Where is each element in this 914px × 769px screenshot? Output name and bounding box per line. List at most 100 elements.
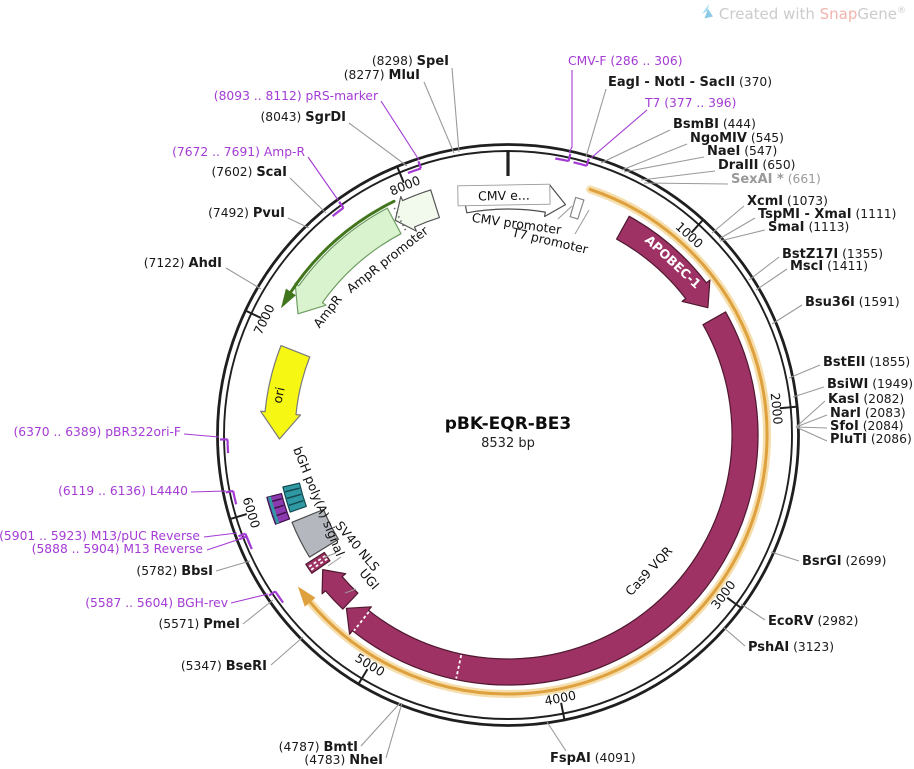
backbone-outer-circle xyxy=(216,143,800,727)
primer-mark-tick xyxy=(225,489,234,494)
cas9-label: Cas9 VQR xyxy=(622,543,675,599)
leader-L4440 xyxy=(190,490,227,493)
site-label-KasI: KasI (2082) xyxy=(828,392,904,407)
site-label-T7: T7 (377 .. 396) xyxy=(644,96,736,110)
tick-mark-3000 xyxy=(726,596,742,609)
leader-pBR322ori-F xyxy=(183,433,220,438)
leader-MluI xyxy=(423,81,455,154)
orf-arc xyxy=(306,187,769,696)
leader-nls-label xyxy=(327,556,342,567)
site-label-BGH-rev: (5587 .. 5604) BGH-rev xyxy=(85,596,228,610)
cmv-e-label: CMV e... xyxy=(478,188,530,204)
site-label-M13 Reverse: (5888 .. 5904) M13 Reverse xyxy=(32,542,203,556)
feature-segment-divider xyxy=(455,654,463,679)
primer-mark-tick xyxy=(567,153,572,162)
site-label-L4440: (6119 .. 6136) L4440 xyxy=(58,484,188,498)
leader-PshAI xyxy=(722,626,746,647)
leader-Bsu36I xyxy=(771,304,803,325)
feature-segment-divider xyxy=(310,557,328,571)
site-label-NaeI: NaeI (547) xyxy=(707,144,777,159)
leader-PmeI xyxy=(242,599,274,625)
tick-mark-7000 xyxy=(245,310,262,320)
leader-DraIII xyxy=(640,170,716,181)
primer-mark-tick xyxy=(417,160,422,169)
site-label-Bsu36I: Bsu36I (1591) xyxy=(805,295,900,310)
site-label-EagI - NotI - SacII: EagI - NotI - SacII (370) xyxy=(608,75,772,90)
primer-mark-tick xyxy=(585,158,590,167)
leader-TspMI - XmaI xyxy=(718,217,756,240)
site-label-SfoI: SfoI (2084) xyxy=(830,419,904,434)
leader-Amp-R xyxy=(307,156,339,201)
site-label-BmtI: (4787) BmtI xyxy=(279,740,358,755)
site-label-PshAI: PshAI (3123) xyxy=(748,640,834,655)
ori-label: ori xyxy=(270,386,288,405)
ampr-orf-line xyxy=(288,199,396,295)
leader-pRS-marker xyxy=(380,100,420,161)
tick-label-6000: 6000 xyxy=(240,495,264,530)
primer-mark-tick xyxy=(268,590,276,597)
site-label-BseRI: (5347) BseRI xyxy=(181,659,267,674)
site-label-MscI: MscI (1411) xyxy=(790,259,868,274)
tick-mark-8000 xyxy=(396,167,405,184)
primer-mark xyxy=(244,533,252,547)
site-label-NheI: (4783) NheI xyxy=(304,753,383,768)
leader-BbsI xyxy=(215,560,251,572)
site-label-BstZ17I: BstZ17I (1355) xyxy=(782,247,883,262)
site-label-CMV-F: CMV-F (286 .. 306) xyxy=(568,54,683,68)
site-label-BbsI: (5782) BbsI xyxy=(136,564,213,579)
feature-segment-divider xyxy=(308,555,326,568)
primer-mark xyxy=(331,206,345,217)
site-label-SgrDI: (8043) SgrDI xyxy=(260,110,346,125)
tick-label-4000: 4000 xyxy=(543,687,577,708)
leader-ScaI xyxy=(289,177,327,214)
feature-ampr-promoter xyxy=(394,189,440,232)
site-label-XcmI: XcmI (1073) xyxy=(747,194,828,209)
site-label-NarI: NarI (2083) xyxy=(830,406,906,421)
site-label-TspMI - XmaI: TspMI - XmaI (1111) xyxy=(758,207,896,222)
leader-BstZ17I xyxy=(748,256,780,281)
leader-BsiWI xyxy=(792,386,825,398)
orf-arc-arrowhead xyxy=(297,586,316,607)
site-label-BsrGI: BsrGI (2699) xyxy=(802,554,886,569)
leader-AhdI xyxy=(225,267,262,290)
feature-cas9-vqr xyxy=(345,311,759,686)
tick-mark-4000 xyxy=(560,702,566,720)
feature-apobec-1 xyxy=(616,215,711,309)
tick-label-2000: 2000 xyxy=(768,392,786,425)
feature-hatch-stripe xyxy=(284,487,300,493)
leader-BseRI xyxy=(270,636,304,666)
leader-bgh-label xyxy=(322,552,337,559)
leader-MscI xyxy=(755,268,788,291)
leader-BsmBI xyxy=(600,129,671,164)
leader-CMV-F xyxy=(568,70,573,154)
leader-SfoI xyxy=(795,426,828,429)
site-label-PmeI: (5571) PmeI xyxy=(158,617,240,632)
leader-XcmI xyxy=(711,205,745,234)
site-label-DraIII: DraIII (650) xyxy=(718,158,795,173)
site-label-SexAI *: SexAI * (661) xyxy=(731,172,821,187)
leader-BmtI xyxy=(360,702,401,747)
tick-mark-2000 xyxy=(779,405,797,410)
feature-hatch-stripe xyxy=(288,499,304,507)
primer-mark xyxy=(555,157,569,163)
tick-mark-6000 xyxy=(230,513,247,520)
leader-T7 xyxy=(590,109,648,159)
tick-mark-1000 xyxy=(690,219,704,234)
primer-mark xyxy=(232,490,238,505)
primer-mark xyxy=(226,439,230,454)
feature-ampr xyxy=(294,207,402,315)
leader-BstEII xyxy=(788,364,821,379)
backbone-inner-circle xyxy=(223,150,793,720)
site-label-FspAI: FspAI (4091) xyxy=(550,751,636,766)
feature-primer-site-box-inner xyxy=(282,482,307,513)
leader-BsrGI xyxy=(770,551,800,562)
plasmid-name: pBK-EQR-BE3 xyxy=(445,414,572,434)
feature-teal-edge xyxy=(267,496,280,524)
leader-KasI xyxy=(795,400,826,428)
watermark: Created with SnapGene® xyxy=(701,4,906,24)
watermark-text: Created with SnapGene® xyxy=(718,5,906,23)
feature-hatch-stripe xyxy=(286,493,302,500)
leader-t7-promoter-label xyxy=(574,209,590,235)
